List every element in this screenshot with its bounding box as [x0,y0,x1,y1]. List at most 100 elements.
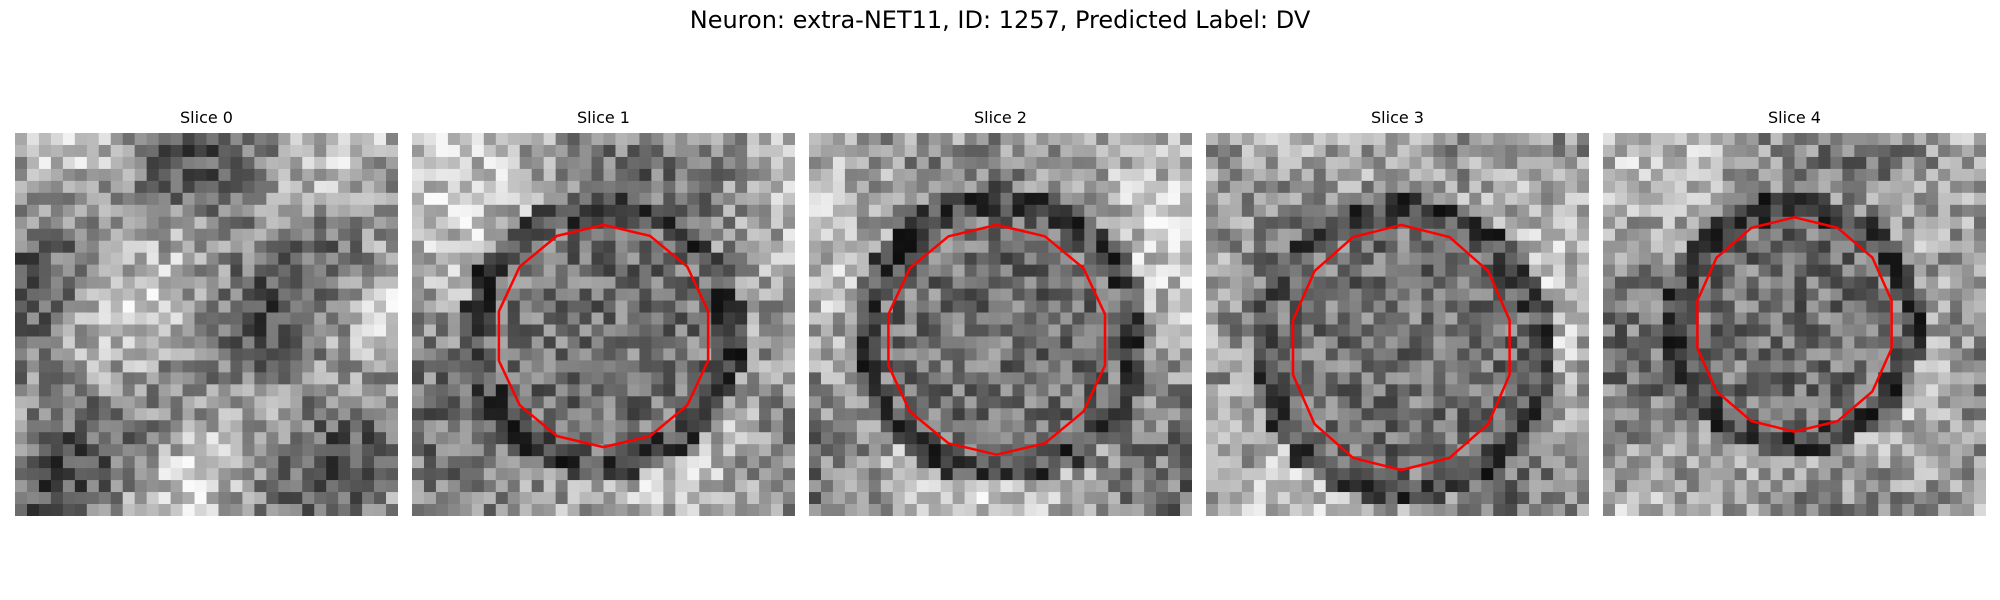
pixel [940,252,954,266]
pixel [988,168,1001,182]
pixel [15,396,28,409]
pixel [1806,252,1819,266]
pixel [459,288,473,301]
pixel [435,276,449,289]
pixel [1890,168,1903,182]
pixel [627,408,640,421]
pixel [1265,180,1279,194]
pixel [1373,432,1386,445]
pixel [519,252,533,266]
pixel [1938,192,1951,206]
pixel [591,456,604,469]
pixel [206,192,219,206]
pixel [1770,133,1783,146]
pixel [1890,228,1903,242]
pixel [1180,192,1192,206]
pixel [1746,360,1759,373]
pixel [880,384,894,397]
pixel [675,216,688,230]
pixel [1265,276,1279,289]
pixel [1603,228,1616,242]
pixel [1048,504,1061,516]
pixel [651,432,664,445]
pixel [904,204,918,218]
pixel [1337,360,1351,373]
pixel [1072,456,1085,469]
pixel [254,360,267,373]
pixel [1517,252,1530,266]
pixel [1206,264,1219,278]
pixel [1577,312,1589,325]
pixel [459,216,473,230]
pixel [1926,420,1939,433]
pixel [555,384,568,397]
pixel [134,264,148,278]
pixel [916,360,930,373]
pixel [1842,264,1855,278]
pixel [940,468,954,481]
pixel [1565,444,1578,457]
pixel [290,133,303,146]
pixel [1361,204,1374,218]
pixel [314,300,327,313]
pixel [218,504,231,516]
pixel [1626,324,1640,337]
pixel [579,396,592,409]
pixel [1481,372,1494,385]
pixel [74,432,88,445]
pixel [1036,133,1049,146]
pixel [1603,336,1616,349]
pixel [988,300,1001,313]
pixel [1638,312,1652,325]
pixel [194,300,207,313]
pixel [1457,384,1470,397]
pixel [170,408,183,421]
pixel [1301,456,1315,469]
pixel [1806,432,1819,445]
pixel [1505,216,1518,230]
pixel [976,264,989,278]
pixel [230,240,243,254]
pixel [1217,216,1231,230]
pixel [976,504,989,516]
pixel [663,336,676,349]
pixel [880,312,894,325]
pixel [651,468,664,481]
pixel [1206,480,1219,493]
pixel [1385,252,1398,266]
pixel [447,408,461,421]
pixel [471,348,485,361]
pixel [1794,396,1807,409]
pixel [471,420,485,433]
pixel [579,192,592,206]
pixel [1878,372,1891,385]
pixel [988,324,1001,337]
pixel [747,384,760,397]
pixel [880,492,894,505]
pixel [1024,288,1037,301]
pixel [26,480,40,493]
pixel [1493,372,1506,385]
pixel [1794,276,1807,289]
pixel [988,348,1001,361]
pixel [711,492,724,505]
pixel [1120,432,1133,445]
pixel [1878,384,1891,397]
pixel [723,216,736,230]
pixel [1397,288,1410,301]
pixel [1048,408,1061,421]
pixel [1349,300,1362,313]
pixel [820,456,834,469]
pixel [759,348,772,361]
pixel [1674,360,1688,373]
pixel [699,324,712,337]
pixel [206,264,219,278]
pixel [964,204,977,218]
pixel [38,408,52,421]
pixel [1253,444,1267,457]
pixel [1457,504,1470,516]
pixel [1361,480,1374,493]
pixel [146,252,160,266]
pixel [531,168,545,182]
pixel [74,456,88,469]
